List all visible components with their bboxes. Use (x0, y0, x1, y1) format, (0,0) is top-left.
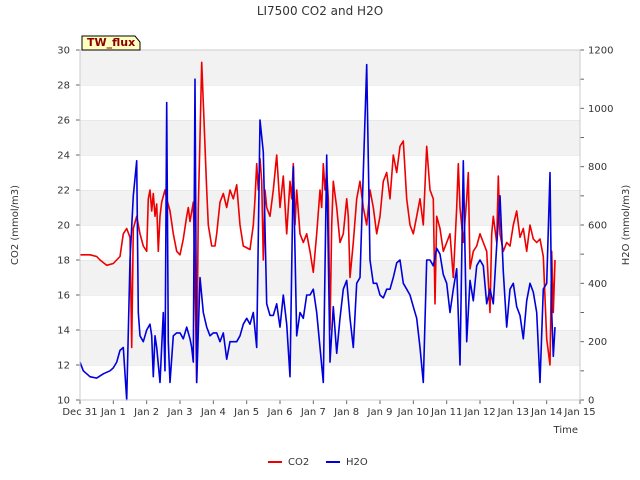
x-tick-label: Jan 13 (497, 407, 529, 418)
y-left-tick-label: 22 (57, 186, 70, 197)
y-axis-left-label: CO2 (mmol/m3) (10, 185, 21, 265)
x-tick-label: Jan 6 (267, 407, 293, 418)
y-right-tick-label: 800 (588, 162, 607, 173)
y-left-tick-label: 10 (57, 396, 70, 407)
grid-band (80, 225, 580, 260)
x-tick-label: Jan 1 (100, 407, 126, 418)
y-right-tick-label: 1000 (588, 104, 613, 115)
site-badge-label: TW_flux (87, 36, 135, 49)
x-tick-label: Jan 8 (333, 407, 359, 418)
x-tick-label: Jan 9 (367, 407, 393, 418)
y-left-tick-label: 12 (57, 361, 70, 372)
x-tick-label: Jan 14 (530, 407, 562, 418)
x-axis-label: Time (553, 425, 578, 436)
y-right-tick-label: 0 (588, 396, 594, 407)
grid-band (80, 50, 580, 85)
y-left-tick-label: 26 (57, 116, 70, 127)
y-axis-right: 0 200 400 600 800 1000 1200 (580, 46, 613, 407)
y-left-tick-label: 28 (57, 81, 70, 92)
y-left-tick-label: 14 (57, 326, 70, 337)
y-right-tick-label: 200 (588, 337, 607, 348)
x-tick-label: Dec 31 (62, 407, 97, 418)
x-tick-label: Jan 15 (563, 407, 595, 418)
chart-title: LI7500 CO2 and H2O (257, 4, 383, 18)
x-tick-label: Jan 2 (133, 407, 159, 418)
series-line-co2 (80, 61, 556, 384)
x-tick-label: Jan 4 (200, 407, 226, 418)
x-axis: Dec 31 Jan 1 Jan 2 Jan 3 Jan 4 Jan 5 Jan 6 Jan … (62, 400, 596, 418)
series-layer (79, 61, 556, 401)
grid-band (80, 155, 580, 190)
x-tick-label: Jan 12 (463, 407, 495, 418)
y-right-tick-label: 400 (588, 279, 607, 290)
x-tick-label: Jan 5 (233, 407, 259, 418)
x-tick-label: Jan 3 (167, 407, 193, 418)
x-tick-label: Jan 10 (397, 407, 429, 418)
y-right-tick-label: 600 (588, 221, 607, 232)
y-axis-right-label: H2O (mmol/m3) (621, 185, 632, 266)
grid-band (80, 365, 580, 400)
legend: CO2 H2O (268, 457, 368, 468)
site-badge: TW_flux (81, 35, 141, 51)
plot-frame (79, 49, 581, 401)
y-axis-left: 10 12 14 16 18 20 22 24 26 28 30 (57, 46, 80, 407)
y-left-tick-label: 30 (57, 46, 70, 57)
y-left-tick-label: 20 (57, 221, 70, 232)
y-left-tick-label: 18 (57, 256, 70, 267)
y-left-tick-label: 24 (57, 151, 70, 162)
grid-band (80, 120, 580, 155)
y-left-tick-label: 16 (57, 291, 70, 302)
legend-label-co2: CO2 (288, 457, 309, 468)
x-tick-label: Jan 7 (300, 407, 326, 418)
y-right-tick-label: 1200 (588, 46, 613, 57)
legend-label-h2o: H2O (346, 457, 368, 468)
grid-band (80, 85, 580, 120)
series-line-h2o (79, 63, 556, 401)
x-tick-label: Jan 11 (430, 407, 462, 418)
